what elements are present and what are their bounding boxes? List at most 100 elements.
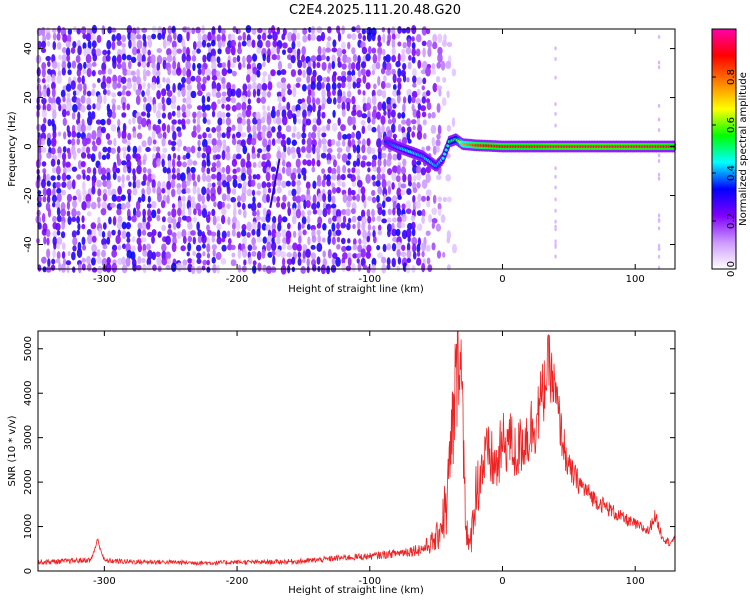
- spectrogram-cell: [310, 252, 317, 260]
- spectrogram-cell: [221, 40, 226, 48]
- spectrogram-cell: [421, 215, 425, 224]
- spectrogram-cell: [267, 187, 272, 194]
- spectrogram-cell: [191, 55, 197, 62]
- spectrogram-cell: [116, 195, 122, 203]
- spectrogram-cell: [386, 243, 392, 251]
- spectrogram-cell: [341, 25, 345, 35]
- spectrogram-cell: [357, 69, 362, 78]
- spectrogram-cell: [262, 71, 268, 77]
- spectrogram-cell: [221, 103, 225, 109]
- spectrogram-cell: [217, 144, 221, 153]
- spectrogram-cell: [157, 83, 162, 89]
- spectrogram-cell: [405, 228, 412, 238]
- spectrogram-cell: [131, 215, 137, 223]
- spectrogram-cell: [216, 82, 222, 92]
- spectrogram-cell: [316, 222, 322, 229]
- spectrogram-cell: [191, 172, 196, 181]
- spectrogram-cell: [377, 252, 383, 259]
- spectrogram-cell: [345, 245, 352, 251]
- spectrogram-cell: [162, 147, 168, 153]
- spectrogram-cell: [185, 180, 191, 187]
- spectrogram-cell: [193, 216, 197, 223]
- spectrogram-cell: [317, 208, 323, 216]
- spectrogram-cell: [186, 251, 190, 257]
- spectrogram-cell: [322, 143, 328, 153]
- spectrogram-cell: [252, 174, 257, 180]
- spectrogram-cell: [141, 188, 145, 196]
- spectrogram-cell: [211, 75, 218, 81]
- spectrogram-cell: [427, 264, 433, 273]
- spectrogram-cell: [211, 208, 216, 217]
- spectrogram-cell: [295, 195, 302, 204]
- spectrogram-cell: [196, 81, 202, 91]
- spectrogram-cell: [262, 187, 267, 196]
- spectrogram-cell: [56, 230, 61, 236]
- spectrogram-cell: [321, 89, 326, 99]
- spectrogram-cell: [247, 256, 252, 265]
- spectrogram-cell: [302, 243, 308, 252]
- spectrogram-cell: [227, 68, 233, 74]
- spectrogram-cell: [356, 258, 360, 264]
- spectrogram-cell: [267, 34, 273, 40]
- spectrogram-cell: [371, 216, 376, 223]
- spectrogram-cell: [116, 82, 122, 89]
- spectrogram-cell: [237, 35, 243, 41]
- spectrogram-cell: [282, 42, 288, 49]
- spectrogram-cell: [221, 33, 226, 44]
- spectrogram-cell: [136, 68, 141, 78]
- spectrogram-cell: [326, 118, 332, 125]
- spectrogram-cell: [337, 82, 342, 89]
- spectrogram-cell: [135, 209, 142, 218]
- spectrogram-cell: [331, 167, 337, 175]
- spectrogram-cell: [196, 252, 202, 260]
- spectrogram-cell: [202, 117, 207, 124]
- spectrogram-cell: [437, 202, 442, 211]
- spectrogram-cell: [111, 244, 118, 252]
- spectrogram-cell: [286, 101, 291, 111]
- spectrogram-cell: [397, 94, 401, 104]
- spectrogram-cell: [216, 171, 222, 182]
- spectrogram-cell: [166, 258, 172, 265]
- spectrogram-cell: [256, 62, 262, 71]
- spectrogram-cell: [127, 192, 132, 203]
- spectrogram-cell: [331, 236, 336, 245]
- spectrogram-cell: [66, 54, 71, 62]
- spectrogram-cell: [162, 76, 166, 83]
- spectrogram-y-axis-label: Frequency (Hz): [7, 111, 18, 187]
- spectrogram-cell: [146, 243, 152, 251]
- spectrogram-cell: [225, 104, 231, 111]
- spectrogram-cell: [116, 40, 122, 46]
- spectrogram-cell: [281, 159, 286, 167]
- spectrogram-cell: [106, 83, 111, 89]
- spectrogram-cell: [145, 146, 151, 153]
- spectrogram-cell: [346, 33, 352, 39]
- spectrogram-cell: [181, 209, 186, 217]
- spectrogram-cell: [262, 165, 268, 174]
- spectrogram-cell: [40, 178, 46, 189]
- spectrogram-cell: [231, 104, 237, 112]
- spectrogram-cell: [171, 262, 177, 272]
- spectrogram-cell: [371, 117, 376, 125]
- spectrogram-cell: [316, 201, 321, 209]
- spectrogram-cell: [51, 258, 56, 265]
- spectrogram-cell: [128, 118, 132, 125]
- spectrogram-cell: [157, 231, 162, 238]
- spectrogram-cell: [292, 202, 297, 211]
- spectrogram-cell: [102, 244, 108, 250]
- spectrogram-cell: [352, 244, 358, 251]
- spectrogram-cell: [390, 109, 396, 118]
- spectrogram-cell: [391, 257, 396, 268]
- spectrogram-cell: [161, 153, 166, 160]
- spectrogram-cell: [195, 244, 202, 252]
- spectrogram-cell: [392, 133, 397, 139]
- spectrogram-cell: [397, 194, 402, 201]
- y-tick-label: 20: [23, 91, 34, 104]
- spectrogram-cell: [351, 47, 356, 55]
- spectrogram-cell: [77, 111, 81, 121]
- spectrogram-cell: [137, 228, 142, 238]
- spectrogram-cell: [252, 260, 257, 266]
- spectrogram-cell: [217, 48, 222, 55]
- spectrogram-cell: [411, 236, 418, 246]
- spectrogram-cell: [111, 194, 118, 202]
- spectrogram-cell: [252, 245, 257, 251]
